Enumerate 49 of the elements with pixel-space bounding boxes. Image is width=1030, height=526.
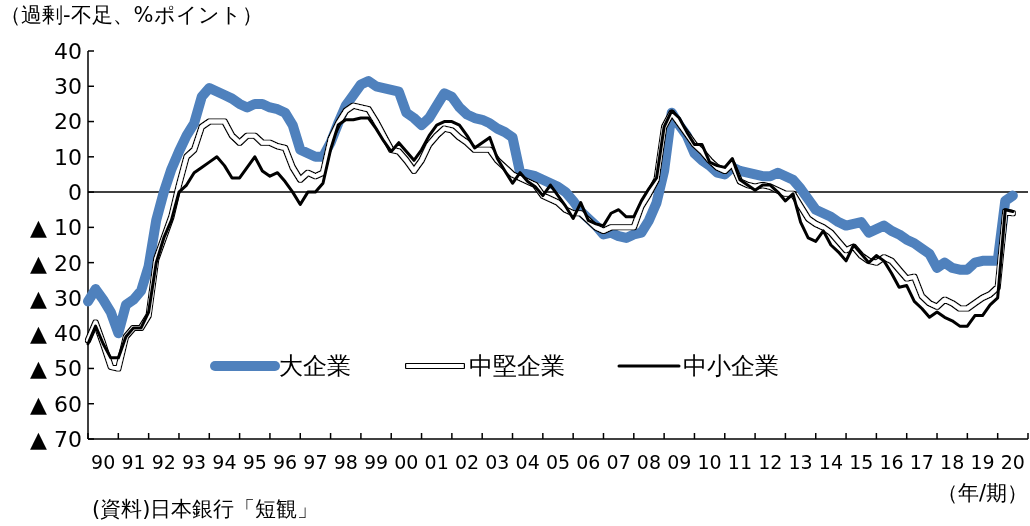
legend-label: 大企業 (279, 352, 351, 381)
x-tick-label: 98 (333, 451, 358, 473)
x-tick-label: 18 (940, 451, 965, 473)
y-tick-label: ▲ 60 (30, 391, 82, 417)
x-tick-label: 19 (970, 451, 995, 473)
x-tick-label: 08 (636, 451, 662, 473)
x-tick-label: 10 (697, 451, 722, 473)
x-tick-label: 92 (151, 451, 176, 473)
y-tick-label: 0 (68, 180, 82, 206)
legend-label: 中小企業 (683, 352, 779, 381)
x-tick-label: 99 (363, 451, 389, 473)
x-tick-label: 20 (1000, 451, 1025, 473)
y-tick-label: ▲ 10 (30, 215, 82, 241)
text: （年/期） (936, 481, 1028, 505)
x-tick-label: 90 (91, 451, 116, 473)
x-tick-label: 01 (424, 451, 449, 473)
y-axis-title: （過剰-不足、%ポイント） (0, 3, 263, 27)
x-tick-label: 06 (576, 451, 601, 473)
legend-label: 中堅企業 (469, 352, 565, 381)
y-tick-label: ▲ 20 (30, 250, 82, 276)
y-tick-label: ▲ 70 (30, 426, 82, 452)
x-tick-label: 05 (545, 451, 571, 473)
x-tick-label: 94 (212, 451, 237, 473)
x-tick-label: 15 (849, 451, 874, 473)
x-tick-label: 13 (788, 451, 813, 473)
y-tick-label: 40 (54, 38, 82, 64)
y-tick-label: 20 (54, 109, 82, 135)
x-tick-label: 11 (727, 451, 753, 473)
x-tick-label: 95 (242, 451, 267, 473)
x-tick-label: 93 (182, 451, 207, 473)
text: (資料)日本銀行「短観」 (92, 497, 319, 521)
y-tick-label: 10 (54, 144, 82, 170)
x-tick-label: 12 (758, 451, 783, 473)
x-tick-label: 04 (515, 451, 540, 473)
y-tick-label: ▲ 50 (30, 356, 82, 382)
x-tick-label: 17 (909, 451, 934, 473)
x-tick-label: 00 (394, 451, 419, 473)
y-tick-label: ▲ 30 (30, 285, 82, 311)
x-tick-label: 91 (121, 451, 146, 473)
x-tick-label: 02 (454, 451, 480, 473)
x-tick-label: 97 (303, 451, 328, 473)
x-tick-label: 96 (273, 451, 298, 473)
y-tick-label: 30 (54, 74, 82, 100)
x-tick-label: 09 (667, 451, 692, 473)
x-tick-label: 03 (485, 451, 510, 473)
x-tick-label: 07 (606, 451, 631, 473)
y-tick-label: ▲ 40 (30, 321, 82, 347)
x-tick-label: 14 (818, 451, 843, 473)
x-tick-label: 16 (879, 451, 904, 473)
